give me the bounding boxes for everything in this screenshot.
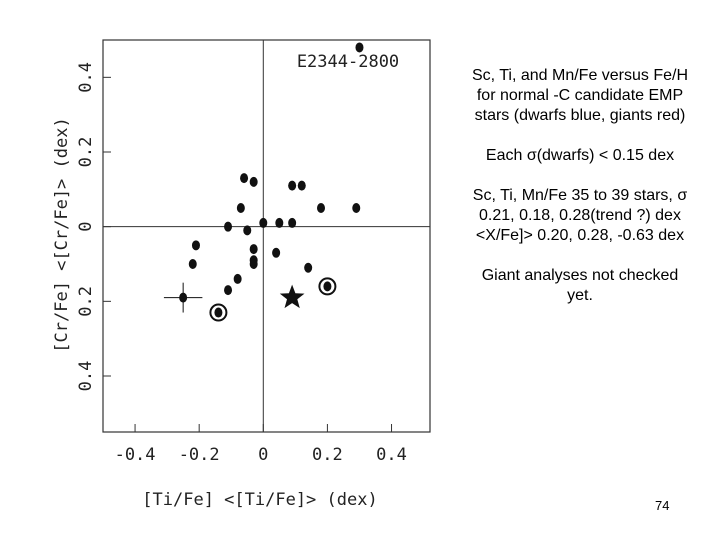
note: Giant analyses not checked yet. xyxy=(481,267,679,304)
point xyxy=(259,217,268,228)
annotation: E2344-2800 xyxy=(297,52,399,72)
point xyxy=(304,262,313,273)
point xyxy=(233,273,242,284)
point xyxy=(224,285,233,296)
y-tick-label: 0.2 xyxy=(76,286,96,317)
point xyxy=(249,244,258,255)
point xyxy=(179,292,188,303)
x-axis-label: [Ti/Fe] <[Ti/Fe]> (dex) xyxy=(142,490,377,510)
point xyxy=(240,173,249,184)
point-ring xyxy=(318,277,337,296)
note: Each σ(dwarfs) < 0.15 dex xyxy=(485,147,675,164)
y-axis-label: [Cr/Fe] <[Cr/Fe]> (dex) xyxy=(52,117,72,352)
point xyxy=(272,247,281,258)
chart: [Ti/Fe] <[Ti/Fe]> (dex) [Cr/Fe] <[Cr/Fe]… xyxy=(52,39,431,510)
point xyxy=(214,307,223,318)
y-tick-label: 0 xyxy=(76,222,96,232)
point xyxy=(249,176,258,187)
y-tick-label: 0.2 xyxy=(76,137,96,168)
point xyxy=(275,217,284,228)
point xyxy=(323,281,332,292)
point xyxy=(355,42,364,53)
point xyxy=(317,203,325,213)
point xyxy=(191,240,200,251)
note: Sc, Ti, Mn/Fe 35 to 39 stars, σ 0.21, 0.… xyxy=(472,187,688,244)
point xyxy=(352,203,361,213)
point-ring xyxy=(209,303,228,322)
x-tick-label: -0.2 xyxy=(179,445,220,465)
point xyxy=(224,221,233,232)
x-tick-label: -0.4 xyxy=(115,445,156,465)
x-tick-label: 0.2 xyxy=(312,445,343,465)
point xyxy=(249,259,258,269)
point xyxy=(288,180,297,191)
y-tick-label: 0.4 xyxy=(76,361,96,392)
point xyxy=(297,180,306,191)
page-number: 74 xyxy=(655,498,670,513)
plot-frame xyxy=(102,39,431,433)
point xyxy=(288,217,297,228)
y-tick-label: 0.4 xyxy=(76,62,96,93)
point xyxy=(243,225,252,236)
star-point xyxy=(279,284,305,309)
notes: Sc, Ti, and Mn/Fe versus Fe/H for normal… xyxy=(470,66,690,326)
point xyxy=(188,259,197,269)
note: Sc, Ti, and Mn/Fe versus Fe/H for normal… xyxy=(471,67,689,124)
x-tick-label: 0.4 xyxy=(376,445,407,465)
point xyxy=(236,203,245,213)
x-tick-label: 0 xyxy=(258,445,268,465)
